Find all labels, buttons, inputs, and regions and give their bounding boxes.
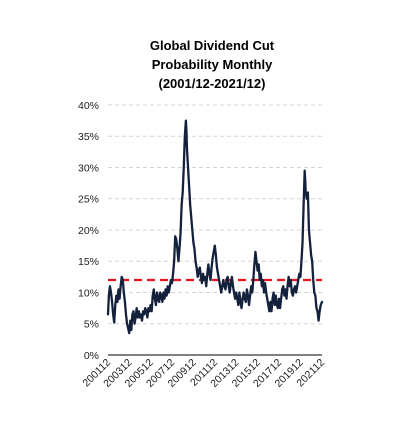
chart-title-line-1: Global Dividend Cut	[150, 38, 275, 53]
y-tick-label: 20%	[78, 225, 99, 237]
series-line	[106, 119, 324, 335]
y-tick-label: 10%	[78, 287, 99, 299]
chart-title-line-2: Probability Monthly	[152, 57, 273, 72]
y-tick-label: 40%	[78, 100, 99, 112]
chart-title-line-3: (2001/12-2021/12)	[159, 76, 266, 91]
y-tick-label: 15%	[78, 256, 99, 268]
x-axis-ticks: 2001122003122005122007122009122011122013…	[80, 357, 327, 390]
y-tick-label: 5%	[84, 319, 99, 331]
y-tick-label: 25%	[78, 194, 99, 206]
y-tick-label: 30%	[78, 162, 99, 174]
y-axis-ticks: 0% 5% 10% 15% 20% 25% 30% 35% 40%	[78, 100, 99, 362]
y-tick-label: 35%	[78, 131, 99, 143]
gridlines	[108, 104, 322, 325]
y-tick-label: 0%	[84, 350, 99, 362]
